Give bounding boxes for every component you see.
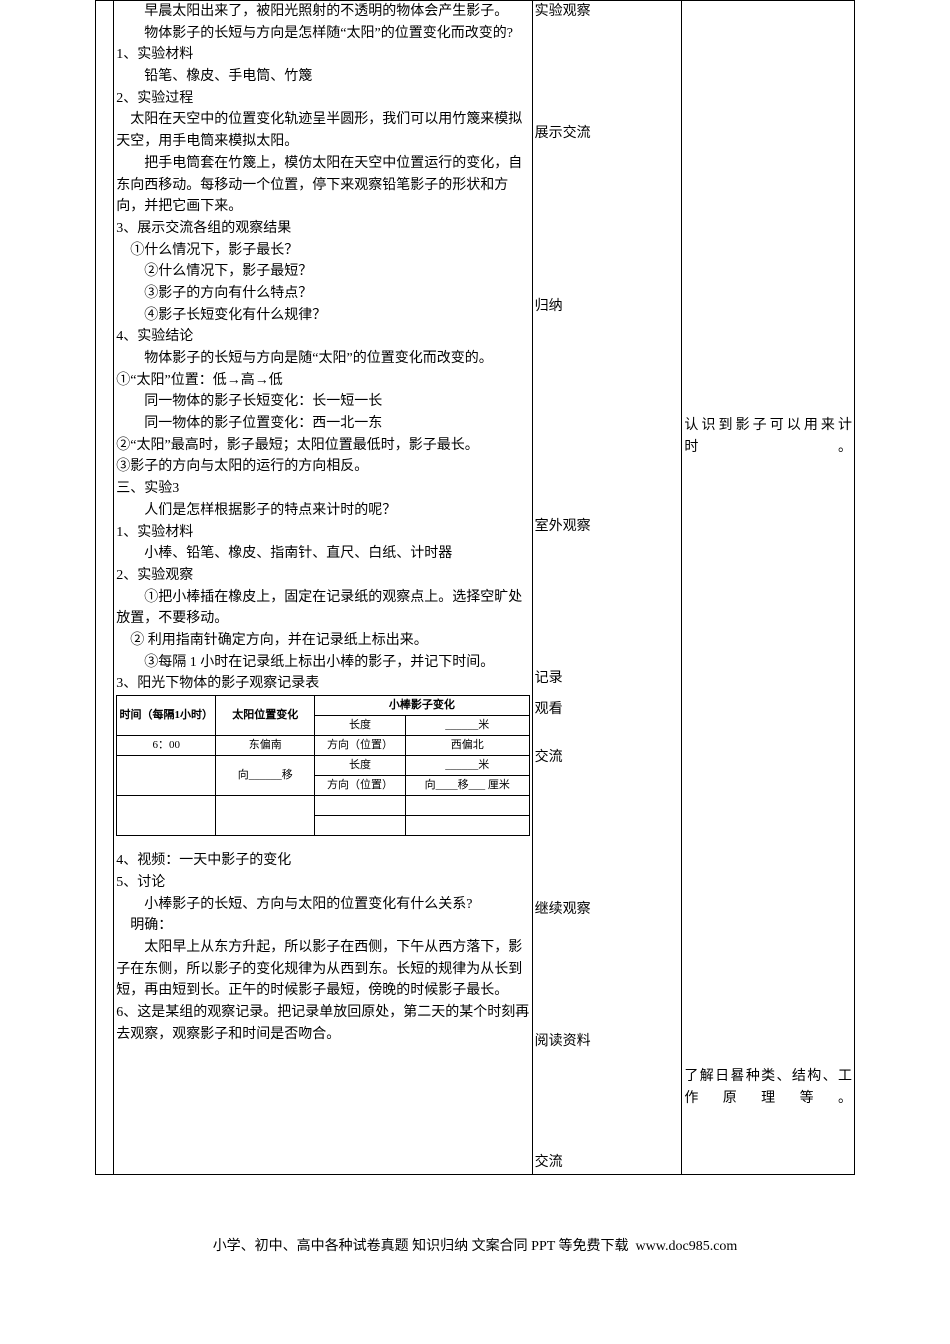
note: 展示交流	[535, 123, 680, 145]
paragraph: 人们是怎样根据影子的特点来计时的呢？	[116, 500, 529, 522]
left-margin-cell	[96, 1, 114, 1175]
heading: 3、展示交流各组的观察结果	[116, 218, 529, 240]
td	[405, 816, 529, 836]
paragraph: ③每隔 1 小时在记录纸上标出小棒的影子，并记下时间。	[116, 652, 529, 674]
td: 方向（位置）	[315, 776, 406, 796]
td: 方向（位置）	[315, 736, 406, 756]
td	[117, 796, 216, 836]
heading: 三、实验3	[116, 478, 529, 500]
td: 长度	[315, 756, 406, 776]
paragraph: 物体影子的长短与方向是随“太阳”的位置变化而改变的。	[116, 348, 529, 370]
heading: 2、实验观察	[116, 565, 529, 587]
list-item: ②什么情况下，影子最短？	[116, 261, 529, 283]
th: 太阳位置变化	[216, 696, 315, 736]
spacer	[535, 144, 680, 296]
paragraph: 同一物体的影子位置变化：西一北一东	[116, 413, 529, 435]
paragraph: 明确：	[116, 915, 529, 937]
list-item: ①什么情况下，影子最长？	[116, 240, 529, 262]
paragraph: ②“太阳”最高时，影子最短；太阳位置最低时，影子最长。	[116, 435, 529, 457]
spacer	[116, 1046, 529, 1086]
heading: 3、阳光下物体的影子观察记录表	[116, 673, 529, 695]
td	[216, 796, 315, 836]
note: 记录	[535, 668, 680, 690]
td	[315, 816, 406, 836]
th: 小棒影子变化	[315, 696, 529, 716]
td: 6：00	[117, 736, 216, 756]
heading: 1、实验材料	[116, 522, 529, 544]
page-footer: 小学、初中、高中各种试卷真题 知识归纳 文案合同 PPT 等免费下载 www.d…	[0, 1235, 950, 1275]
spacer	[535, 689, 680, 699]
td	[315, 796, 406, 816]
heading: 4、视频：一天中影子的变化	[116, 850, 529, 872]
list-item: ④影子长短变化有什么规律？	[116, 305, 529, 327]
heading: 4、实验结论	[116, 326, 529, 348]
paragraph: 早晨太阳出来了，被阳光照射的不透明的物体会产生影子。	[116, 1, 529, 23]
paragraph: ①把小棒插在橡皮上，固定在记录纸的观察点上。选择空旷处放置，不要移动。	[116, 587, 529, 630]
td	[117, 756, 216, 796]
note: 阅读资料	[535, 1031, 680, 1053]
spacer	[535, 1052, 680, 1152]
td: 长度	[315, 716, 406, 736]
paragraph: 太阳在天空中的位置变化轨迹呈半圆形，我们可以用竹篾来模拟天空，用手电筒来模拟太阳…	[116, 109, 529, 152]
note: 观看	[535, 699, 680, 721]
paragraph: ①“太阳”位置：低→高→低	[116, 370, 529, 392]
paragraph: 小棒影子的长短、方向与太阳的位置变化有什么关系?	[116, 894, 529, 916]
paragraph: 太阳早上从东方升起，所以影子在西侧，下午从西方落下，影子在东侧，所以影子的变化规…	[116, 937, 529, 1002]
note: 交流	[535, 1152, 680, 1174]
td: ______米	[405, 716, 529, 736]
td: 东偏南	[216, 736, 315, 756]
lesson-table: 早晨太阳出来了，被阳光照射的不透明的物体会产生影子。 物体影子的长短与方向是怎样…	[95, 0, 855, 1175]
paragraph: 物体影子的长短与方向是怎样随“太阳”的位置变化而改变的?	[116, 23, 529, 45]
td: ______米	[405, 756, 529, 776]
spacer	[535, 721, 680, 747]
main-content: 早晨太阳出来了，被阳光照射的不透明的物体会产生影子。 物体影子的长短与方向是怎样…	[114, 1, 531, 1088]
paragraph: ③影子的方向与太阳的运行的方向相反。	[116, 456, 529, 478]
spacer	[535, 23, 680, 123]
paragraph: 小棒、铅笔、橡皮、指南针、直尺、白纸、计时器	[116, 543, 529, 565]
observation-record-table: 时间（每隔1小时） 太阳位置变化 小棒影子变化 长度 ______米 6：00 …	[116, 695, 529, 836]
td: 向______移	[216, 756, 315, 796]
note: 室外观察	[535, 516, 680, 538]
th: 时间（每隔1小时）	[117, 696, 216, 736]
heading: 5、讨论	[116, 872, 529, 894]
spacer	[535, 318, 680, 516]
spacer	[535, 921, 680, 1031]
td: 向____移___ 厘米	[405, 776, 529, 796]
list-item: ③影子的方向有什么特点？	[116, 283, 529, 305]
spacer	[535, 769, 680, 899]
page: 早晨太阳出来了，被阳光照射的不透明的物体会产生影子。 物体影子的长短与方向是怎样…	[0, 0, 950, 1275]
paragraph: ② 利用指南针确定方向，并在记录纸上标出来。	[116, 630, 529, 652]
right-notes: 认识到影子可以用来计时。 了解日晷种类、结构、工作原理等。	[682, 415, 854, 1110]
spacer	[116, 836, 529, 850]
td	[405, 796, 529, 816]
note: 交流	[535, 747, 680, 769]
heading: 2、实验过程	[116, 88, 529, 110]
note: 认识到影子可以用来计时。	[684, 415, 852, 458]
note: 了解日晷种类、结构、工作原理等。	[684, 1066, 852, 1109]
main-content-cell: 早晨太阳出来了，被阳光照射的不透明的物体会产生影子。 物体影子的长短与方向是怎样…	[114, 1, 532, 1175]
middle-notes: 实验观察 展示交流 归纳 室外观察 记录 观看 交流 继续观察 阅读资料 交流	[533, 1, 682, 1174]
right-notes-cell: 认识到影子可以用来计时。 了解日晷种类、结构、工作原理等。	[682, 1, 855, 1175]
td: 西偏北	[405, 736, 529, 756]
paragraph: 铅笔、橡皮、手电筒、竹篾	[116, 66, 529, 88]
spacer	[535, 538, 680, 668]
paragraph: 把手电筒套在竹篾上，模仿太阳在天空中位置运行的变化，自东向西移动。每移动一个位置…	[116, 153, 529, 218]
note: 归纳	[535, 296, 680, 318]
middle-notes-cell: 实验观察 展示交流 归纳 室外观察 记录 观看 交流 继续观察 阅读资料 交流	[532, 1, 682, 1175]
note: 继续观察	[535, 899, 680, 921]
heading: 1、实验材料	[116, 44, 529, 66]
paragraph: 同一物体的影子长短变化：长一短一长	[116, 391, 529, 413]
paragraph: 6、这是某组的观察记录。把记录单放回原处，第二天的某个时刻再去观察，观察影子和时…	[116, 1002, 529, 1045]
note: 实验观察	[535, 1, 680, 23]
